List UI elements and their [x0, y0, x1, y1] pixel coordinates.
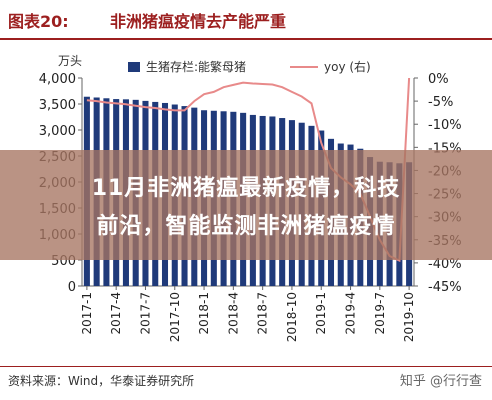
y-tick-label: 4,000	[39, 72, 76, 87]
y-tick-label: 0	[68, 280, 76, 295]
y-tick-label: 3,000	[39, 124, 76, 139]
legend-line-entry: yoy (右)	[290, 58, 371, 75]
x-tick-label: 2019-1	[314, 292, 328, 335]
figure-header: 图表20: 非洲猪瘟疫情去产能严重	[0, 0, 492, 40]
y2-tick-label: -45%	[428, 280, 462, 295]
y-axis-unit-label: 万头	[58, 54, 83, 68]
x-tick-label: 2019-4	[344, 292, 358, 335]
x-tick-label: 2018-1	[197, 292, 211, 335]
x-tick-label: 2019-10	[402, 292, 416, 342]
x-tick-label: 2017-7	[138, 292, 152, 335]
y2-tick-label: -10%	[428, 118, 462, 133]
legend-line-swatch	[290, 65, 318, 68]
y2-tick-label: -40%	[428, 257, 462, 272]
x-tick-label: 2017-1	[80, 292, 94, 335]
chart-title: 非洲猪瘟疫情去产能严重	[110, 12, 287, 31]
legend-bar-swatch	[128, 61, 140, 72]
x-tick-label: 2018-7	[256, 292, 270, 335]
headline-line-1: 11月非洲猪瘟最新疫情，科技	[91, 176, 401, 201]
x-tick-label: 2017-10	[168, 292, 182, 342]
source-note: 资料来源：Wind，华泰证券研究所	[8, 374, 195, 388]
headline-line-2: 前沿，智能监测非洲猪瘟疫情	[96, 214, 396, 239]
y2-tick-label: 0%	[428, 72, 449, 87]
x-tick-label: 2017-4	[109, 292, 123, 335]
watermark-brand: 知乎 @行行查	[399, 374, 482, 389]
headline-overlay: 11月非洲猪瘟最新疫情，科技 前沿，智能监测非洲猪瘟疫情	[0, 150, 492, 260]
x-tick-label: 2018-4	[226, 292, 240, 335]
footer-divider	[0, 366, 492, 367]
legend-bar-label: 生猪存栏:能繁母猪	[146, 60, 247, 74]
figure-label: 图表20:	[8, 12, 69, 31]
y2-tick-label: -5%	[428, 95, 453, 110]
y-tick-label: 3,500	[39, 98, 76, 113]
x-tick-label: 2019-7	[373, 292, 387, 335]
legend-line-label: yoy (右)	[324, 60, 371, 74]
x-tick-label: 2018-10	[285, 292, 299, 342]
legend-bar-entry: 生猪存栏:能繁母猪	[128, 58, 246, 75]
